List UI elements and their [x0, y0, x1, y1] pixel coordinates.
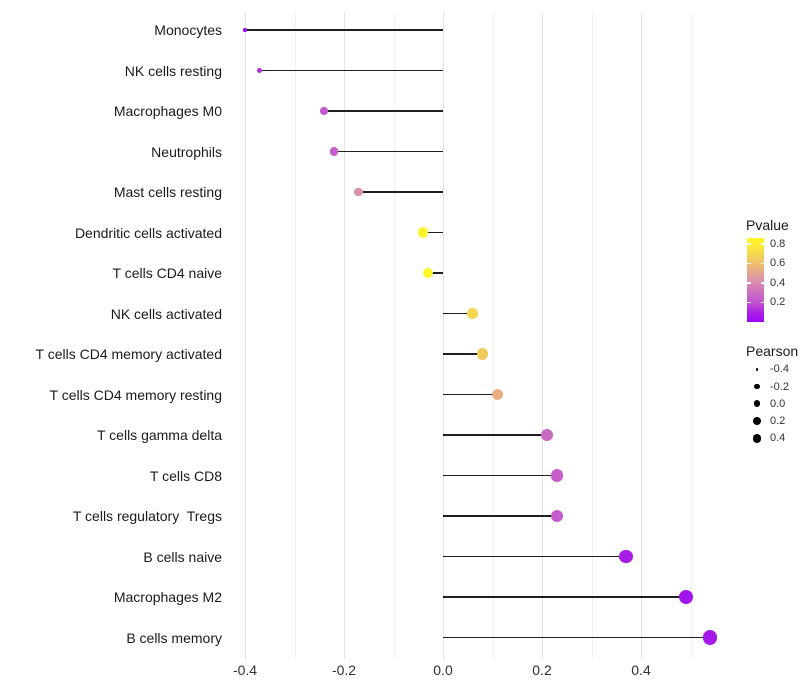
pearson-legend-dot: [753, 417, 761, 425]
pvalue-colorbar-tick-label: 0.2: [770, 296, 786, 309]
y-axis-label: NK cells activated: [110, 305, 222, 322]
colorbar-tick-mark: [747, 301, 751, 304]
colorbar-tick-mark: [760, 301, 764, 304]
lollipop-dot: [467, 307, 479, 319]
y-axis-label: T cells CD4 naive: [112, 265, 222, 281]
gridline-major: [344, 12, 345, 659]
lollipop-stem: [324, 110, 443, 112]
gridline-minor: [690, 12, 692, 659]
x-axis-tick-label: -0.2: [331, 662, 357, 678]
gridline-major: [443, 12, 444, 659]
lollipop-dot: [257, 67, 263, 74]
lollipop-stem: [443, 434, 547, 436]
y-axis-label: Monocytes: [154, 22, 222, 38]
colorbar-tick-mark: [760, 262, 764, 265]
y-axis-label: T cells CD4 memory resting: [49, 386, 222, 403]
lollipop-stem: [423, 231, 443, 234]
lollipop-stem: [443, 393, 498, 396]
pearson-legend-dot: [753, 400, 761, 408]
y-axis-label: Mast cells resting: [113, 184, 222, 200]
pvalue-legend-title: Pvalue: [746, 217, 789, 233]
lollipop-stem: [428, 272, 443, 274]
colorbar-tick-mark: [747, 243, 751, 245]
lollipop-dot: [540, 428, 554, 442]
x-axis-tick-label: 0.2: [532, 662, 552, 678]
y-axis-label: Macrophages M0: [113, 103, 222, 119]
pvalue-colorbar-tick-label: 0.4: [770, 276, 786, 289]
pearson-legend-label: 0.0: [770, 397, 786, 410]
pearson-legend-label: -0.4: [770, 363, 789, 376]
gridline-minor: [294, 12, 296, 659]
lollipop-dot: [491, 388, 504, 401]
y-axis-label: T cells CD8: [149, 467, 222, 484]
lollipop-dot: [423, 267, 434, 279]
lollipop-dot: [320, 107, 329, 115]
gridline-major: [641, 12, 642, 659]
lollipop-stem: [358, 191, 443, 193]
lollipop-stem: [443, 596, 686, 598]
gridline-minor: [492, 12, 494, 659]
lollipop-stem: [443, 312, 473, 315]
lollipop-stem: [443, 353, 483, 355]
y-axis-label: NK cells resting: [124, 62, 222, 79]
pearson-legend-label: 0.2: [770, 415, 786, 428]
pearson-legend-dot: [752, 433, 762, 443]
x-axis-tick-label: -0.4: [232, 662, 258, 678]
y-axis-label: T cells CD4 memory activated: [35, 346, 222, 362]
colorbar-tick-mark: [747, 262, 751, 265]
lollipop-dot: [678, 589, 693, 605]
pearson-legend-label: -0.2: [770, 380, 789, 393]
gridline-minor: [591, 12, 593, 659]
y-axis-label: B cells naive: [143, 548, 222, 565]
lollipop-stem: [334, 150, 443, 153]
pvalue-colorbar-tick-label: 0.6: [770, 257, 786, 270]
lollipop-stem: [259, 69, 443, 72]
gridline-major: [542, 12, 543, 659]
lollipop-stem: [443, 515, 557, 517]
lollipop-dot: [550, 509, 564, 523]
pearson-legend-dot: [755, 367, 759, 371]
x-axis-tick-label: 0.0: [433, 662, 453, 678]
colorbar-tick-mark: [760, 282, 764, 284]
y-axis-label: Macrophages M2: [113, 589, 222, 605]
lollipop-dot: [418, 227, 429, 238]
lollipop-dot: [703, 630, 718, 645]
lollipop-dot: [550, 469, 564, 482]
lollipop-dot: [330, 147, 339, 156]
lollipop-dot: [619, 549, 633, 564]
lollipop-dot: [476, 348, 489, 360]
pearson-legend-label: 0.4: [770, 432, 786, 445]
pearson-legend-dot: [754, 383, 760, 390]
gridline-major: [245, 12, 246, 659]
pearson-legend: Pearson -0.4 -0.2 0.0 0.2 0.4: [746, 343, 800, 453]
lollipop-dot: [243, 28, 247, 32]
y-axis-label: T cells gamma delta: [96, 427, 222, 443]
y-axis-label: B cells memory: [126, 629, 222, 646]
x-axis-tick-label: 0.4: [631, 662, 651, 678]
y-axis-label: Neutrophils: [151, 143, 222, 160]
y-axis-label: Dendritic cells activated: [74, 224, 222, 241]
gridline-minor: [393, 12, 395, 659]
pvalue-colorbar: [747, 238, 764, 322]
lollipop-dot: [354, 187, 364, 197]
pvalue-legend: Pvalue 0.8 0.6 0.4 0.2: [746, 217, 800, 329]
y-axis-label: T cells regulatory Tregs: [72, 508, 222, 524]
lollipop-stem: [443, 474, 557, 477]
lollipop-stem: [443, 636, 711, 639]
colorbar-tick-mark: [747, 282, 751, 284]
pvalue-colorbar-tick-label: 0.8: [770, 237, 786, 250]
colorbar-tick-mark: [760, 243, 764, 245]
pearson-legend-title: Pearson: [746, 343, 799, 359]
lollipop-stem: [245, 29, 443, 31]
lollipop-stem: [443, 555, 627, 558]
